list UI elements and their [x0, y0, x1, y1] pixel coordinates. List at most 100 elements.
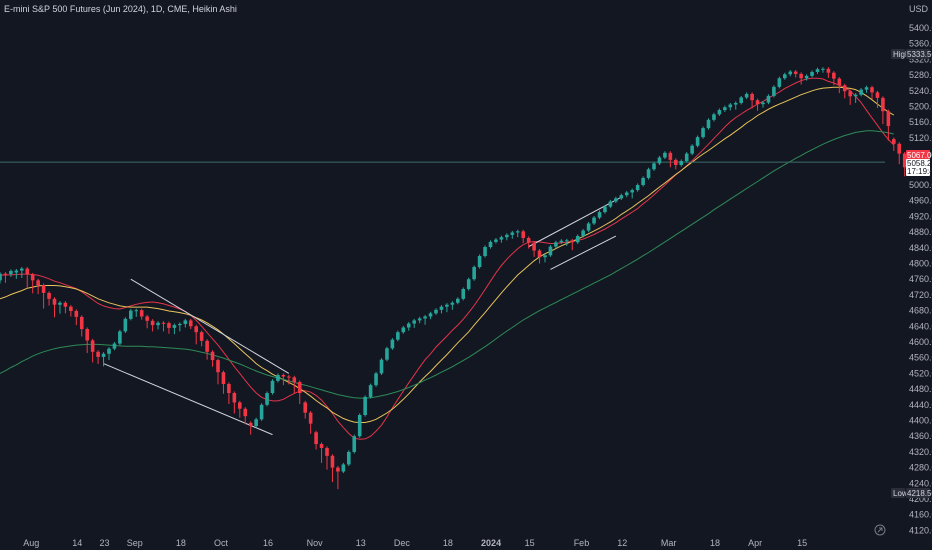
candle-body — [532, 242, 536, 251]
candle-body — [777, 78, 782, 87]
time-tick-label: 15 — [797, 538, 807, 548]
candle-body — [603, 206, 607, 213]
candle — [652, 161, 656, 171]
price-tick-label: 4200.00 — [909, 494, 932, 504]
candle-body — [243, 408, 248, 417]
candle-body — [695, 137, 700, 146]
candle — [210, 350, 215, 367]
candle — [69, 305, 73, 317]
candle — [875, 90, 880, 109]
candle-body — [586, 223, 591, 231]
candle-body — [297, 382, 302, 394]
candle-body — [570, 240, 575, 243]
candle — [227, 382, 231, 405]
candle-body — [69, 306, 73, 311]
candle-body — [804, 75, 809, 79]
candle — [254, 417, 258, 428]
candle — [183, 318, 188, 328]
candle — [663, 151, 667, 160]
candle-body — [112, 343, 117, 349]
candle — [47, 291, 51, 306]
currency-label[interactable]: USD — [909, 4, 929, 14]
candle — [199, 330, 204, 347]
candle-body — [336, 467, 340, 472]
candle — [341, 462, 346, 474]
candle — [728, 102, 733, 111]
price-tick-label: 5200.00 — [909, 102, 932, 112]
candle-body — [325, 447, 329, 456]
candle — [853, 93, 858, 103]
candle — [85, 327, 89, 353]
candle — [815, 67, 820, 74]
price-axis[interactable]: 5400.00 5360.00 5320.00 5280.00 5240.00 5200.… — [909, 23, 932, 535]
candle-body — [641, 177, 645, 185]
candle-body — [554, 242, 558, 247]
candle-body — [565, 240, 569, 242]
candle-body — [188, 320, 193, 327]
candle — [30, 272, 35, 294]
candle-body — [886, 111, 891, 127]
candle-body — [728, 104, 733, 108]
low-badge: Low 4218.50 — [891, 488, 932, 498]
candle-body — [859, 89, 863, 95]
price-tick-label: 4120.00 — [909, 525, 932, 535]
candle — [526, 236, 531, 249]
candle — [221, 370, 226, 394]
price-tick-label: 4280.00 — [909, 463, 932, 473]
candle-body — [739, 97, 743, 103]
candle — [783, 72, 787, 80]
candle-body — [390, 339, 395, 349]
last-price-value: 5058.25 — [907, 159, 932, 168]
candle-body — [401, 327, 406, 333]
candle-body — [161, 322, 166, 324]
candle — [390, 338, 395, 350]
candle — [292, 375, 297, 394]
candle — [259, 403, 264, 421]
time-tick-label: Dec — [394, 538, 411, 548]
candle-body — [842, 85, 847, 92]
candle — [428, 311, 433, 320]
candle-body — [657, 157, 662, 164]
time-tick-label: 18 — [710, 538, 720, 548]
candle-body — [281, 374, 286, 377]
candle-body — [178, 323, 182, 326]
candle-body — [679, 161, 684, 165]
candle — [194, 324, 198, 345]
candle-body — [870, 87, 874, 93]
candle — [287, 374, 291, 385]
scale-settings-icon[interactable] — [874, 524, 886, 536]
price-tick-label: 4800.00 — [909, 259, 932, 269]
candle — [265, 391, 269, 407]
candle-body — [107, 348, 111, 354]
candle — [74, 309, 79, 326]
time-axis[interactable]: Aug 14 23 Sep 18 Oct 16 Nov 13 Dec 18 2024 15 Feb 12 Ma… — [23, 538, 807, 548]
chart-title: E-mini S&P 500 Futures (Jun 2024), 1D, C… — [4, 4, 237, 14]
candle-body — [864, 87, 869, 90]
candle — [145, 314, 149, 329]
candle — [314, 430, 318, 450]
candle-body — [619, 195, 624, 199]
candle — [674, 158, 678, 170]
candle-body — [744, 93, 749, 98]
candle — [0, 272, 2, 284]
candle — [466, 277, 471, 291]
candle — [270, 379, 275, 395]
price-tick-label: 5400.00 — [909, 23, 932, 33]
candle-body — [477, 256, 482, 268]
candle — [352, 434, 357, 454]
price-tick-label: 4880.00 — [909, 227, 932, 237]
candle — [646, 167, 651, 180]
ma-price-value: 5067.00 — [907, 151, 932, 160]
candle-body — [526, 237, 531, 243]
candle — [886, 109, 891, 141]
candle — [712, 112, 716, 122]
trendline — [103, 363, 273, 436]
candle-body — [783, 74, 787, 79]
candle — [870, 85, 874, 100]
candle — [717, 108, 722, 116]
moving-averages — [0, 77, 895, 440]
candle-body — [483, 247, 487, 257]
candle — [232, 391, 237, 414]
price-tick-label: 4440.00 — [909, 400, 932, 410]
